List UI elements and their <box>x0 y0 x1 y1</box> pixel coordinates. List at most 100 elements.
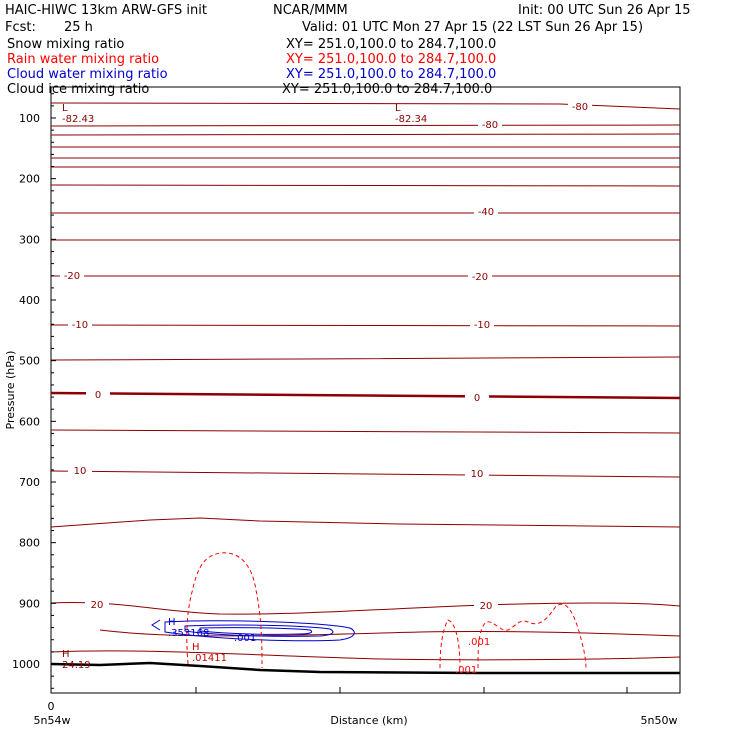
cloud-contour <box>164 620 355 642</box>
label-mask <box>470 319 494 330</box>
label-mask <box>474 206 498 217</box>
label-mask <box>60 270 84 281</box>
rain-contour-label: .001 <box>455 665 477 676</box>
rain-contour-label: .001 <box>468 637 490 648</box>
x-endpoint-left: 5n54w <box>34 714 71 727</box>
extremum-value: -82.43 <box>62 114 94 125</box>
temperature-contours <box>50 102 681 661</box>
isotherm-line <box>50 517 681 528</box>
isotherm-line <box>50 602 681 615</box>
extremum-value: 24.19 <box>62 660 91 671</box>
isotherm-line <box>50 429 681 434</box>
extremum-h-symbol: H <box>168 617 176 628</box>
valid-time: Valid: 01 UTC Mon 27 Apr 15 (22 LST Sun … <box>302 20 643 35</box>
legend-ice-label: Cloud ice mixing ratio <box>7 82 149 97</box>
isotherm-line <box>50 324 681 327</box>
legend-snow-xy: XY= 251.0,100.0 to 284.7,100.0 <box>286 37 496 52</box>
x-axis-label: Distance (km) <box>330 714 407 727</box>
isotherm-line <box>50 102 681 110</box>
isotherm-line <box>50 356 681 361</box>
y-tick-label: 600 <box>19 415 40 428</box>
fcst-label: Fcst: <box>5 20 36 35</box>
isotherm-label: 20 <box>91 600 104 611</box>
isotherm-label: 0 <box>474 393 480 404</box>
x-endpoint-right: 5n50w <box>641 714 678 727</box>
cloud-marker <box>151 619 161 631</box>
mixing-ratio-labels: .001 .001 .001 <box>151 619 490 676</box>
y-axis: 100 200 300 400 500 600 700 800 900 1000 <box>12 93 56 689</box>
label-mask <box>474 600 498 611</box>
cloud-contour-label: .001 <box>234 633 256 644</box>
label-mask <box>86 389 110 400</box>
label-mask <box>478 119 502 130</box>
isotherm-label: -10 <box>474 320 490 331</box>
y-tick-label: 300 <box>19 233 40 246</box>
isotherm-line <box>50 124 681 127</box>
y-tick-label: 400 <box>19 294 40 307</box>
label-mask <box>465 468 489 479</box>
cloud-water-contours <box>164 620 355 642</box>
y-tick-label: 1000 <box>12 658 40 671</box>
x-tick-label: 0 <box>48 700 55 713</box>
label-mask <box>68 465 92 476</box>
extremum-l-symbol: L <box>395 103 401 114</box>
isotherm-line <box>50 133 681 136</box>
init-time: Init: 00 UTC Sun 26 Apr 15 <box>518 3 691 18</box>
extremum-value: -82.34 <box>395 114 427 125</box>
isotherm-label: -80 <box>572 102 588 113</box>
label-mask <box>85 599 109 610</box>
label-mask <box>465 392 489 403</box>
isotherm-zero-line <box>50 391 681 400</box>
y-axis-label: Pressure (hPa) <box>4 351 17 430</box>
extremum-h-symbol: H <box>62 649 70 660</box>
rain-contours <box>186 552 587 669</box>
cloud-contour <box>184 624 334 637</box>
rain-contour <box>186 552 263 669</box>
isotherm-label: 0 <box>95 390 101 401</box>
legend-rain-xy: XY= 251.0,100.0 to 284.7,100.0 <box>286 52 496 67</box>
isotherm-label: 10 <box>471 469 484 480</box>
model-title: HAIC-HIWC 13km ARW-GFS init <box>5 3 207 18</box>
temperature-labels: -80 -80 -40 -20 -20 -10 -10 0 0 10 10 20 20 <box>60 101 592 612</box>
y-tick-label: 100 <box>19 112 40 125</box>
legend-rain-label: Rain water mixing ratio <box>7 52 159 67</box>
isotherm-label: -20 <box>472 272 488 283</box>
legend-cloud-xy: XY= 251.0,100.0 to 284.7,100.0 <box>286 67 496 82</box>
y-tick-label: 500 <box>19 355 40 368</box>
isotherm-label: -80 <box>482 120 498 131</box>
isotherm-label: -10 <box>72 320 88 331</box>
cloud-contour <box>199 627 313 635</box>
y-tick-label: 200 <box>19 173 40 186</box>
y-tick-label: 800 <box>19 537 40 550</box>
x-axis: 0 5n54w 5n50w Distance (km) <box>34 687 678 727</box>
plot-frame <box>50 86 681 694</box>
isotherm-label: 10 <box>74 466 87 477</box>
rain-contour <box>477 603 587 669</box>
terrain-line <box>50 661 680 675</box>
legend-ice-xy: XY= 251.0,100.0 to 284.7,100.0 <box>282 82 492 97</box>
y-tick-label: 700 <box>19 476 40 489</box>
isotherm-label: 20 <box>480 601 493 612</box>
legend-snow-label: Snow mixing ratio <box>7 37 124 52</box>
isotherm-line <box>50 470 681 478</box>
extremum-value: .353168 <box>168 628 209 639</box>
y-tick-label: 900 <box>19 597 40 610</box>
isotherm-label: -20 <box>64 271 80 282</box>
extremum-h-symbol: H <box>192 642 200 653</box>
fcst-value: 25 h <box>64 20 93 35</box>
label-mask <box>68 319 92 330</box>
isotherm-line <box>99 629 681 637</box>
isotherm-line <box>50 184 681 187</box>
isotherm-label: -40 <box>478 207 494 218</box>
isotherm-line <box>50 650 681 661</box>
extremum-l-symbol: L <box>62 103 68 114</box>
label-mask <box>468 271 492 282</box>
org-label: NCAR/MMM <box>273 3 348 18</box>
rain-contour <box>439 619 461 669</box>
label-mask <box>568 101 592 112</box>
extremum-value: .01411 <box>192 653 227 664</box>
legend-cloud-label: Cloud water mixing ratio <box>7 67 168 82</box>
